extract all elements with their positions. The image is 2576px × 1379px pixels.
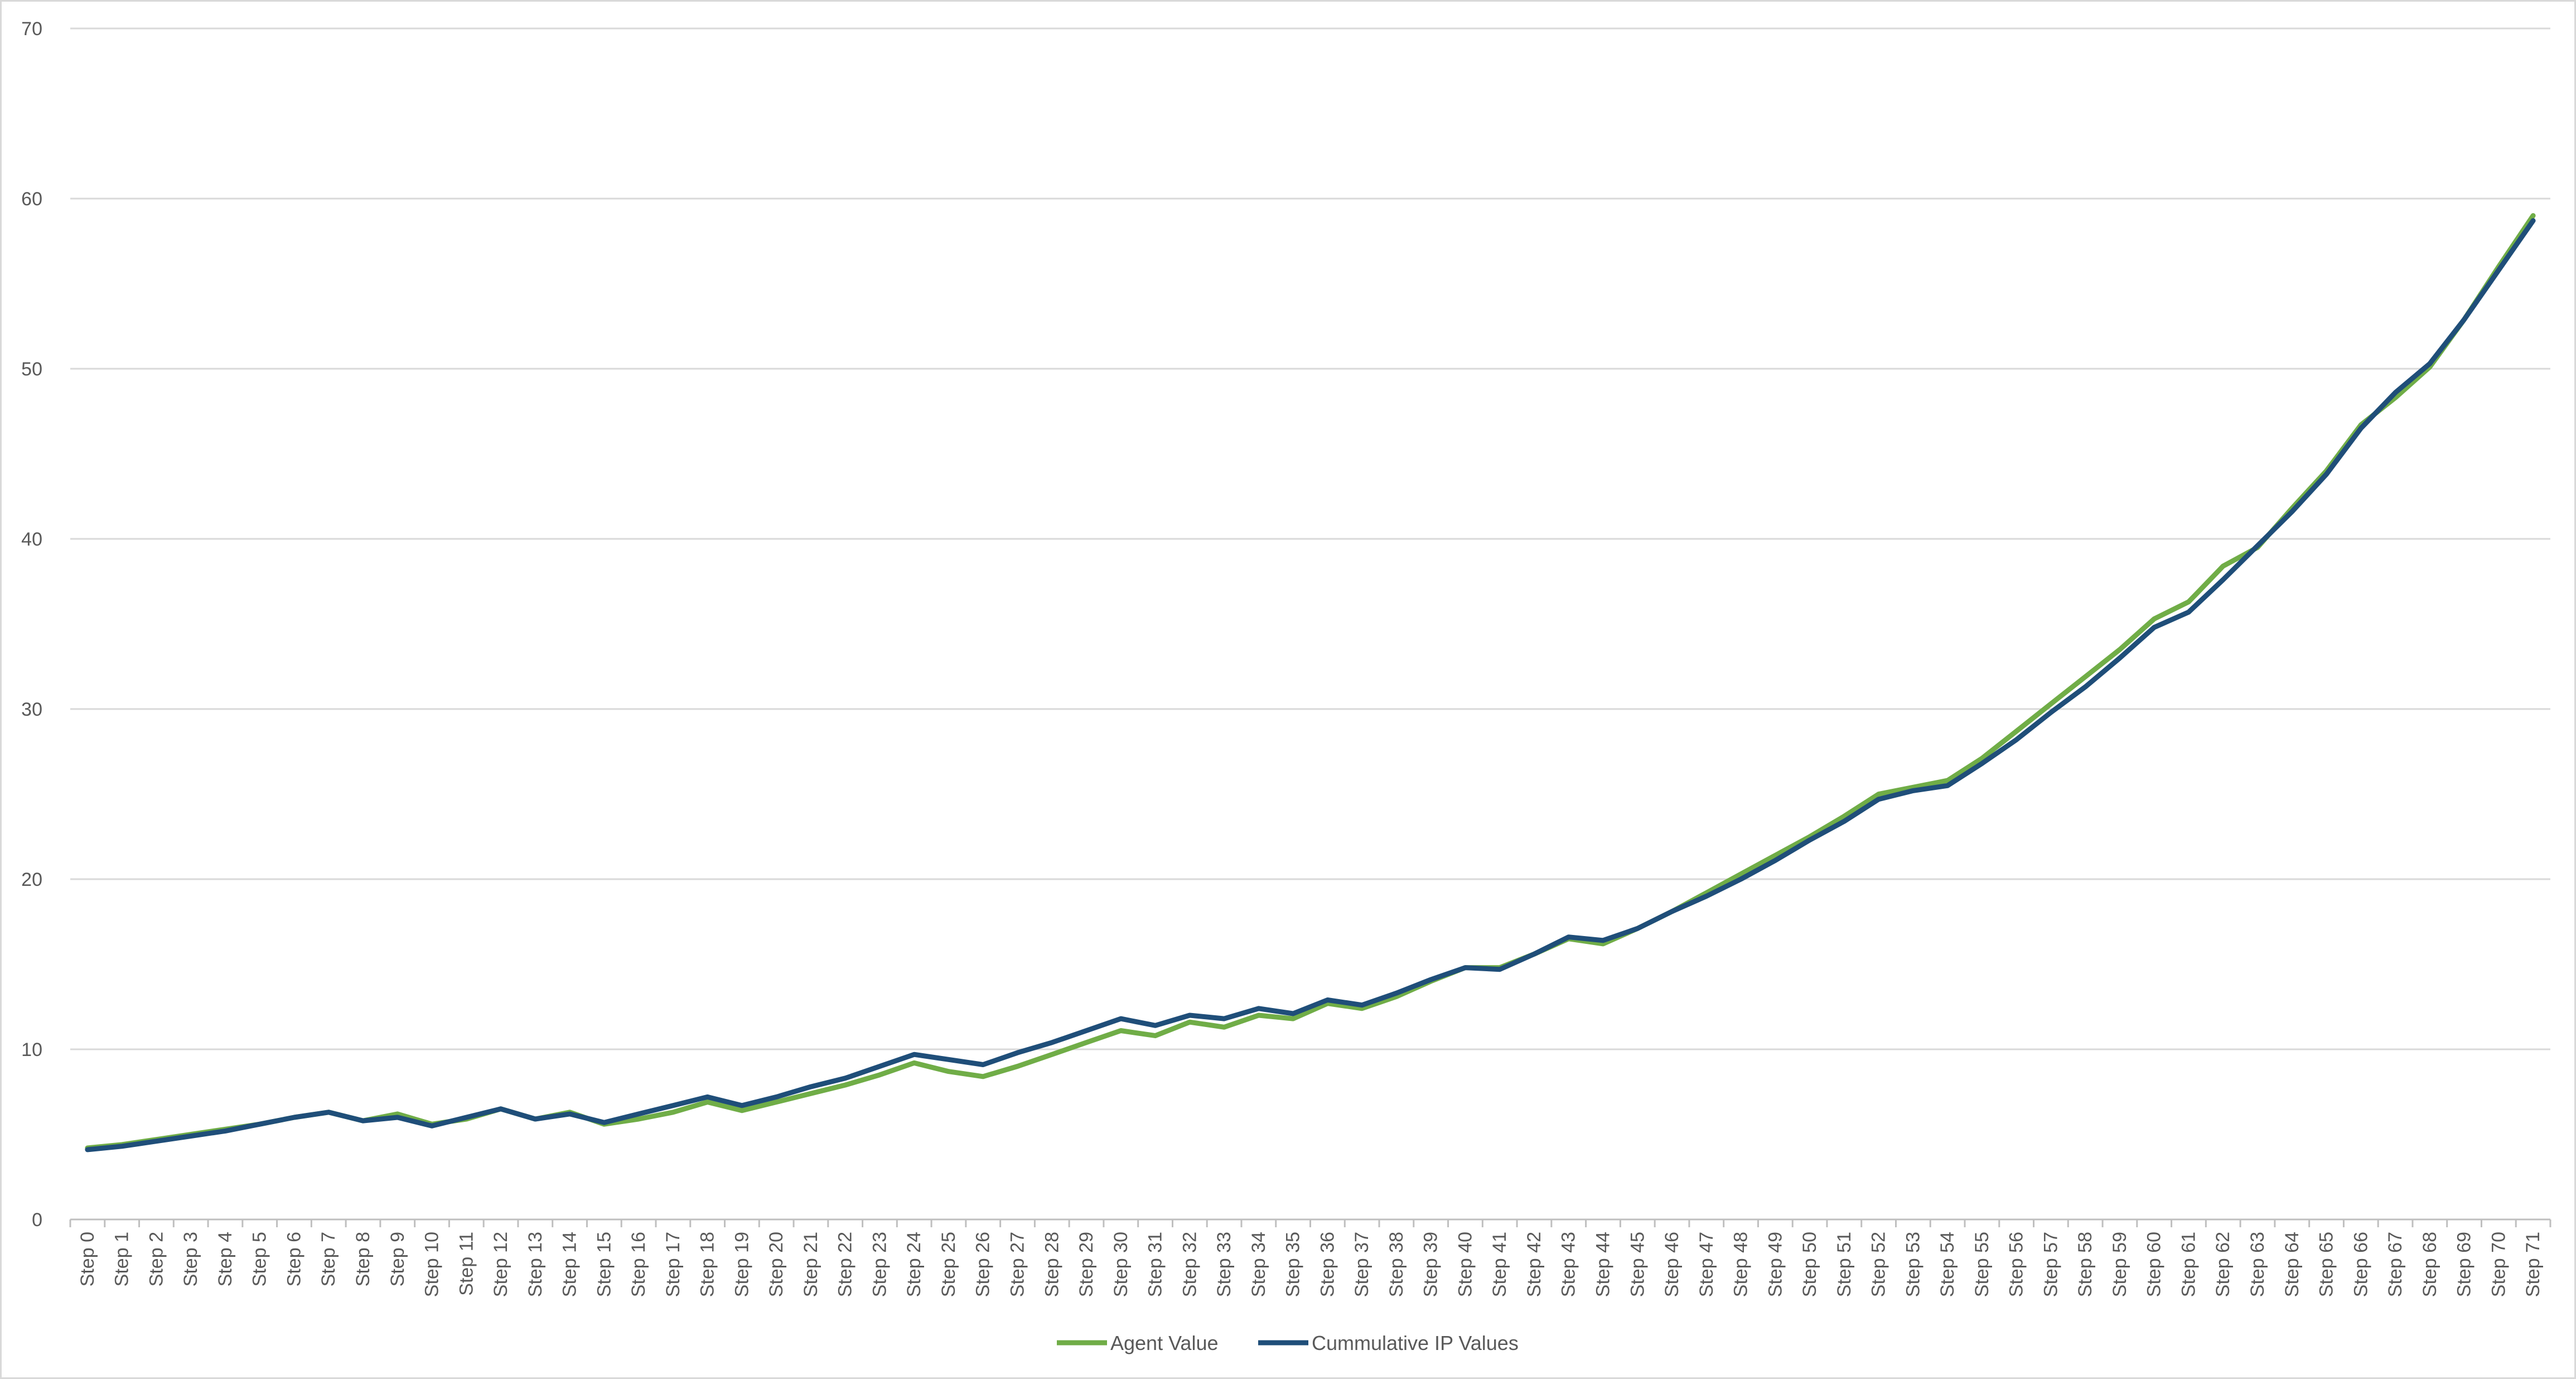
x-tick-label: Step 53 — [1902, 1232, 1923, 1297]
x-tick-label: Step 4 — [215, 1232, 236, 1286]
x-axis: Step 0 Step 1 Step 2 Step 3 Step 4 Step 5 Step… — [69, 1219, 2551, 1297]
x-tick-label: Step 22 — [835, 1232, 856, 1297]
legend-label: Cummulative IP Values — [1312, 1332, 1519, 1354]
x-tick-label: Step 64 — [2282, 1232, 2303, 1297]
x-tick-label: Step 49 — [1765, 1232, 1786, 1297]
x-tick-label: Step 7 — [318, 1232, 339, 1286]
x-tick-label: Step 40 — [1454, 1232, 1476, 1297]
x-tick-label: Step 39 — [1420, 1232, 1442, 1297]
x-tick-label: Step 27 — [1007, 1232, 1028, 1297]
x-tick-label: Step 71 — [2522, 1232, 2544, 1297]
x-tick-label: Step 38 — [1386, 1232, 1407, 1297]
y-tick-label: 50 — [21, 359, 42, 380]
legend-label: Agent Value — [1110, 1332, 1218, 1354]
x-tick-label: Step 41 — [1489, 1232, 1510, 1297]
x-tick-label: Step 8 — [352, 1232, 374, 1286]
x-tick-label: Step 2 — [146, 1232, 167, 1286]
legend: Agent Value Cummulative IP Values — [1057, 1332, 1519, 1354]
x-tick-label: Step 55 — [1971, 1232, 1993, 1297]
x-tick-label: Step 24 — [903, 1232, 925, 1297]
x-tick-label: Step 43 — [1558, 1232, 1579, 1297]
x-tick-label: Step 69 — [2454, 1232, 2475, 1297]
x-tick-label: Step 16 — [628, 1232, 649, 1297]
x-tick-label: Step 66 — [2350, 1232, 2371, 1297]
x-tick-label: Step 65 — [2316, 1232, 2337, 1297]
x-tick-label: Step 13 — [525, 1232, 546, 1297]
x-tick-label: Step 46 — [1661, 1232, 1683, 1297]
x-tick-label: Step 6 — [283, 1232, 305, 1286]
x-tick-label: Step 56 — [2006, 1232, 2027, 1297]
x-tick-label: Step 20 — [766, 1232, 787, 1297]
x-tick-label: Step 58 — [2075, 1232, 2096, 1297]
gridlines — [70, 27, 2550, 1221]
y-tick-label: 30 — [21, 699, 42, 720]
x-tick-label: Step 47 — [1696, 1232, 1717, 1297]
x-tick-label: Step 31 — [1145, 1232, 1166, 1297]
x-tick-label: Step 18 — [697, 1232, 718, 1297]
x-tick-label: Step 10 — [422, 1232, 443, 1297]
series-line — [85, 218, 2536, 1153]
x-tick-label: Step 14 — [559, 1232, 581, 1297]
x-tick-label: Step 1 — [112, 1232, 133, 1286]
x-tick-label: Step 26 — [973, 1232, 994, 1297]
x-tick-label: Step 50 — [1799, 1232, 1820, 1297]
x-tick-label: Step 19 — [731, 1232, 752, 1297]
x-tick-label: Step 5 — [249, 1232, 270, 1286]
y-tick-label: 40 — [21, 529, 42, 550]
x-tick-label: Step 37 — [1351, 1232, 1372, 1297]
x-tick-label: Step 34 — [1248, 1232, 1269, 1297]
x-tick-label: Step 59 — [2109, 1232, 2130, 1297]
x-tick-label: Step 62 — [2212, 1232, 2234, 1297]
x-tick-label: Step 3 — [180, 1232, 201, 1286]
x-tick-label: Step 28 — [1041, 1232, 1062, 1297]
y-tick-label: 70 — [21, 18, 42, 40]
y-tick-label: 60 — [21, 189, 42, 210]
x-tick-label: Step 68 — [2419, 1232, 2440, 1297]
x-tick-label: Step 9 — [387, 1232, 408, 1286]
y-tick-label: 20 — [21, 869, 42, 890]
x-tick-label: Step 48 — [1731, 1232, 1752, 1297]
x-tick-label: Step 23 — [869, 1232, 890, 1297]
x-tick-label: Step 67 — [2385, 1232, 2406, 1297]
x-tick-label: Step 54 — [1937, 1232, 1958, 1297]
x-tick-label: Step 30 — [1110, 1232, 1132, 1297]
x-tick-label: Step 44 — [1592, 1232, 1613, 1297]
x-tick-label: Step 11 — [456, 1232, 477, 1296]
x-tick-label: Step 57 — [2040, 1232, 2061, 1297]
y-tick-label: 10 — [21, 1039, 42, 1060]
x-tick-label: Step 61 — [2178, 1232, 2199, 1297]
y-tick-label: 0 — [32, 1209, 42, 1231]
y-axis: 0 10 20 30 40 50 60 70 — [21, 18, 42, 1231]
x-tick-label: Step 60 — [2144, 1232, 2165, 1297]
x-tick-label: Step 29 — [1076, 1232, 1097, 1297]
x-tick-label: Step 63 — [2247, 1232, 2268, 1297]
x-tick-label: Step 52 — [1868, 1232, 1889, 1297]
x-tick-label: Step 45 — [1627, 1232, 1648, 1297]
x-tick-label: Step 21 — [800, 1232, 821, 1297]
x-tick-label: Step 12 — [490, 1232, 511, 1297]
x-tick-label: Step 33 — [1214, 1232, 1235, 1297]
x-tick-label: Step 15 — [593, 1232, 615, 1297]
x-tick-label: Step 17 — [663, 1232, 684, 1297]
series-lines — [85, 213, 2536, 1153]
x-tick-label: Step 0 — [77, 1232, 98, 1286]
x-tick-label: Step 35 — [1283, 1232, 1304, 1297]
x-tick-label: Step 51 — [1834, 1232, 1855, 1297]
x-tick-label: Step 36 — [1317, 1232, 1338, 1297]
x-tick-label: Step 32 — [1179, 1232, 1200, 1297]
x-tick-label: Step 70 — [2488, 1232, 2509, 1297]
x-tick-label: Step 42 — [1524, 1232, 1545, 1297]
x-tick-label: Step 25 — [938, 1232, 959, 1297]
